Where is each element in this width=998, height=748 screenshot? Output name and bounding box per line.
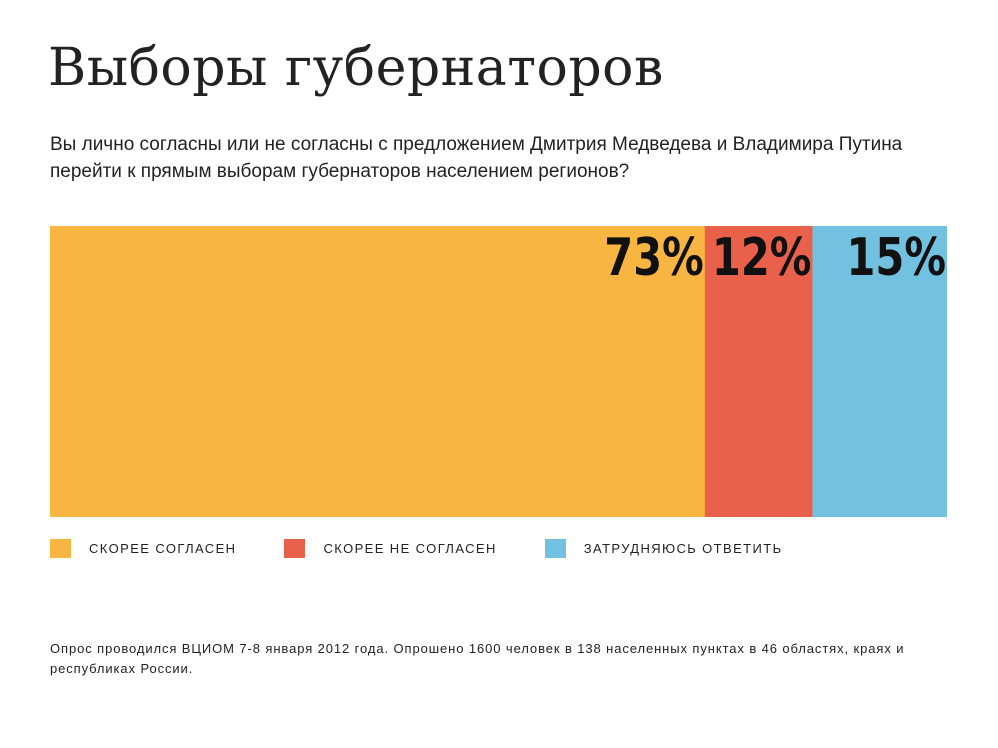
legend-label-undecided: Затрудняюсь ответить [583,540,783,556]
stacked-bar-chart: 73% 12% 15% [50,226,947,517]
legend-swatch-disagree [284,538,306,558]
bar-value-label-undecided: 15% [846,228,946,289]
bar-segment-undecided [812,226,947,517]
legend: Скорее согласен Скорее не согласен Затру… [50,536,831,560]
chart-title: Выборы губернаторов [48,38,664,98]
survey-footnote: Опрос проводился ВЦИОМ 7-8 января 2012 г… [50,641,905,676]
chart-question: Вы лично согласны или не согласны с пред… [50,134,903,182]
legend-swatch-undecided [544,538,566,558]
bar-value-label-disagree: 12% [712,228,812,289]
legend-item-undecided: Затрудняюсь ответить [544,538,783,558]
legend-swatch-agree [50,538,71,558]
legend-label-disagree: Скорее не согласен [323,540,497,556]
legend-item-disagree: Скорее не согласен [284,538,497,558]
legend-item-agree: Скорее согласен [50,538,237,558]
legend-label-agree: Скорее согласен [89,540,237,556]
bar-segment-disagree [704,226,814,517]
bar-value-label-agree: 73% [604,228,704,289]
bar-segment-agree [50,226,706,517]
